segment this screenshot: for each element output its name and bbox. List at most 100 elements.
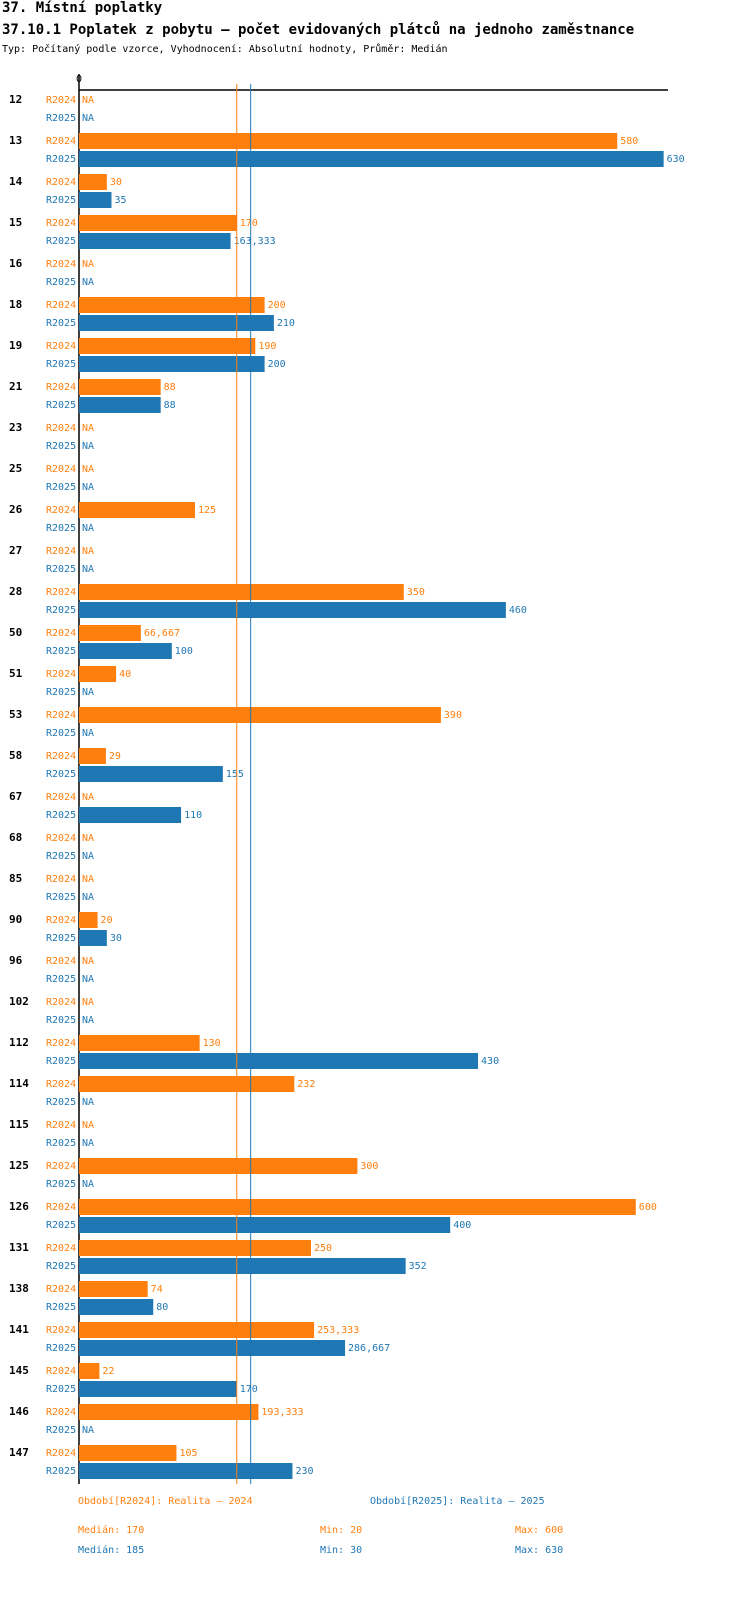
bar-r2024 (79, 215, 237, 231)
series-label-r2025: R2025 (46, 1384, 76, 1395)
group-label: 14 (9, 175, 23, 188)
series-label-r2024: R2024 (46, 136, 76, 147)
chart-meta: Typ: Počítaný podle vzorce, Vyhodnocení:… (2, 44, 448, 55)
series-label-r2025: R2025 (46, 1056, 76, 1067)
series-label-r2025: R2025 (46, 810, 76, 821)
legend-r2025: Období[R2025]: Realita – 2025 (370, 1496, 545, 1507)
group-label: 68 (9, 831, 22, 844)
series-label-r2024: R2024 (46, 669, 76, 680)
series-label-r2024: R2024 (46, 751, 76, 762)
bar-r2025 (79, 1217, 451, 1233)
group-label: 13 (9, 134, 22, 147)
series-label-r2024: R2024 (46, 710, 76, 721)
value-label-r2024: NA (82, 464, 94, 475)
series-label-r2025: R2025 (46, 687, 76, 698)
series-label-r2024: R2024 (46, 1079, 76, 1090)
group-label: 23 (9, 421, 22, 434)
stat-median-r2024: Medián: 170 (78, 1525, 145, 1536)
x-axis-zero-label: 0 (76, 74, 82, 85)
bar-r2025 (79, 315, 274, 331)
bar-r2024 (79, 338, 256, 354)
group-label: 146 (9, 1405, 29, 1418)
value-label-r2024: 170 (240, 218, 258, 229)
series-label-r2024: R2024 (46, 1038, 76, 1049)
series-label-r2025: R2025 (46, 1261, 76, 1272)
series-label-r2024: R2024 (46, 874, 76, 885)
series-label-r2025: R2025 (46, 523, 76, 534)
bar-r2025 (79, 397, 161, 413)
series-label-r2025: R2025 (46, 1466, 76, 1477)
bar-r2024 (79, 174, 107, 190)
value-label-r2024: 600 (639, 1202, 657, 1213)
bar-r2024 (79, 912, 98, 928)
bar-r2025 (79, 766, 223, 782)
bar-r2025 (79, 1463, 293, 1479)
series-label-r2025: R2025 (46, 933, 76, 944)
series-label-r2025: R2025 (46, 1015, 76, 1026)
value-label-r2025: NA (82, 1097, 94, 1108)
value-label-r2025: NA (82, 687, 94, 698)
value-label-r2024: 74 (151, 1284, 163, 1295)
series-label-r2024: R2024 (46, 1202, 76, 1213)
value-label-r2025: 30 (110, 933, 122, 944)
value-label-r2024: 190 (258, 341, 276, 352)
value-label-r2025: NA (82, 1138, 94, 1149)
group-label: 85 (9, 872, 22, 885)
value-label-r2024: 29 (109, 751, 121, 762)
series-label-r2024: R2024 (46, 997, 76, 1008)
group-label: 18 (9, 298, 22, 311)
series-label-r2024: R2024 (46, 1407, 76, 1418)
series-label-r2024: R2024 (46, 1325, 76, 1336)
group-label: 102 (9, 995, 29, 1008)
bar-r2025 (79, 356, 265, 372)
series-label-r2025: R2025 (46, 400, 76, 411)
group-label: 141 (9, 1323, 29, 1336)
bar-r2024 (79, 1363, 100, 1379)
series-label-r2024: R2024 (46, 177, 76, 188)
series-label-r2024: R2024 (46, 259, 76, 270)
value-label-r2024: NA (82, 874, 94, 885)
series-label-r2025: R2025 (46, 482, 76, 493)
value-label-r2025: 430 (481, 1056, 499, 1067)
value-label-r2025: 630 (667, 154, 685, 165)
group-label: 67 (9, 790, 22, 803)
series-label-r2024: R2024 (46, 382, 76, 393)
series-label-r2025: R2025 (46, 277, 76, 288)
value-label-r2025: 200 (268, 359, 286, 370)
bar-r2025 (79, 1299, 154, 1315)
bar-r2025 (79, 807, 182, 823)
group-label: 28 (9, 585, 22, 598)
group-label: 19 (9, 339, 22, 352)
value-label-r2025: NA (82, 482, 94, 493)
series-label-r2025: R2025 (46, 851, 76, 862)
series-label-r2024: R2024 (46, 915, 76, 926)
value-label-r2024: NA (82, 792, 94, 803)
value-label-r2025: 230 (295, 1466, 313, 1477)
bar-r2025 (79, 1258, 406, 1274)
series-label-r2025: R2025 (46, 441, 76, 452)
bar-r2024 (79, 1322, 315, 1338)
group-label: 131 (9, 1241, 29, 1254)
value-label-r2024: 253,333 (317, 1325, 359, 1336)
value-label-r2025: 400 (453, 1220, 471, 1231)
value-label-r2025: NA (82, 1015, 94, 1026)
value-label-r2024: NA (82, 95, 94, 106)
group-label: 126 (9, 1200, 29, 1213)
value-label-r2025: NA (82, 523, 94, 534)
value-label-r2025: NA (82, 1179, 94, 1190)
bar-r2024 (79, 379, 161, 395)
group-label: 26 (9, 503, 23, 516)
chart-title: 37.10.1 Poplatek z pobytu – počet evidov… (2, 22, 635, 38)
series-label-r2025: R2025 (46, 769, 76, 780)
bar-r2024 (79, 1035, 200, 1051)
series-label-r2025: R2025 (46, 359, 76, 370)
group-label: 125 (9, 1159, 29, 1172)
value-label-r2024: NA (82, 259, 94, 270)
series-label-r2024: R2024 (46, 341, 76, 352)
bar-r2024 (79, 1158, 358, 1174)
value-label-r2024: NA (82, 423, 94, 434)
group-label: 50 (9, 626, 22, 639)
series-label-r2024: R2024 (46, 95, 76, 106)
series-label-r2025: R2025 (46, 728, 76, 739)
